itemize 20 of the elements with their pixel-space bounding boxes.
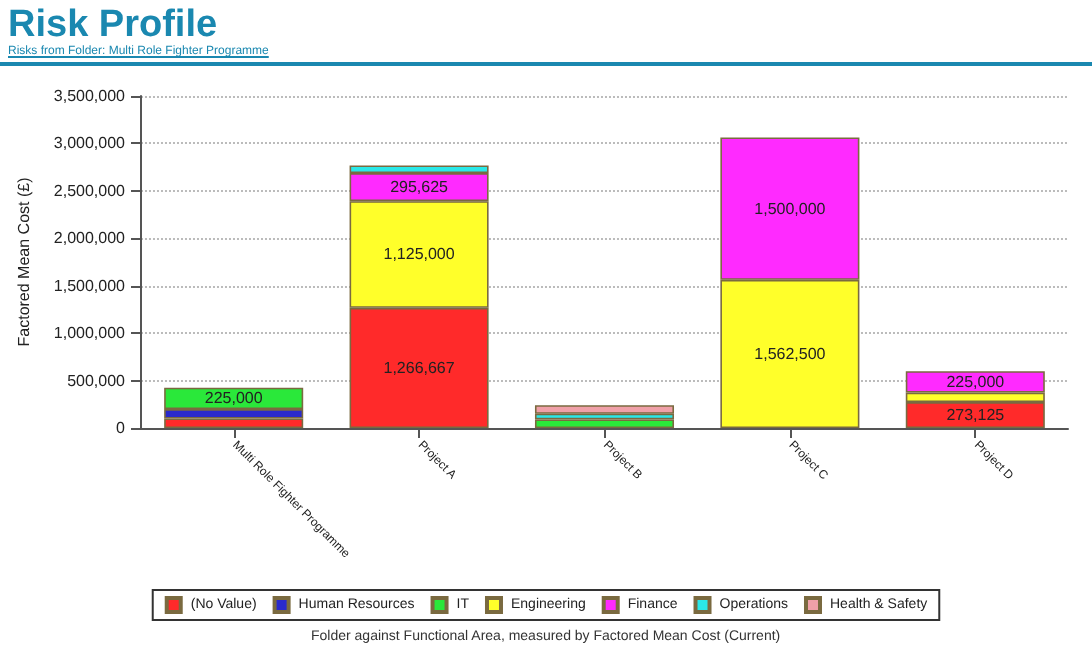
y-tick-label: 2,500,000 [53,181,127,200]
chart-title: Risk Profile [8,4,218,46]
data-label: 273,125 [946,406,1006,425]
data-label: 1,500,000 [754,199,827,218]
data-label: 225,000 [204,389,264,408]
y-tick-label: 500,000 [67,371,127,390]
bar [534,419,675,428]
y-tick-label: 0 [116,419,127,437]
data-label: 1,125,000 [383,245,456,264]
y-tick-label: 2,000,000 [53,229,127,248]
bar [534,405,675,414]
y-axis-title: Factored Mean Cost (£) [15,176,33,347]
y-tick-label: 1,500,000 [53,276,127,295]
y-tick-label: 3,500,000 [53,87,127,105]
y-tick-label: 1,000,000 [53,324,127,343]
data-label: 295,625 [390,178,450,197]
data-label: 1,562,500 [754,344,827,363]
data-label: 1,266,667 [383,358,456,377]
y-tick-label: 3,000,000 [53,134,127,153]
data-label: 225,000 [946,372,1006,391]
